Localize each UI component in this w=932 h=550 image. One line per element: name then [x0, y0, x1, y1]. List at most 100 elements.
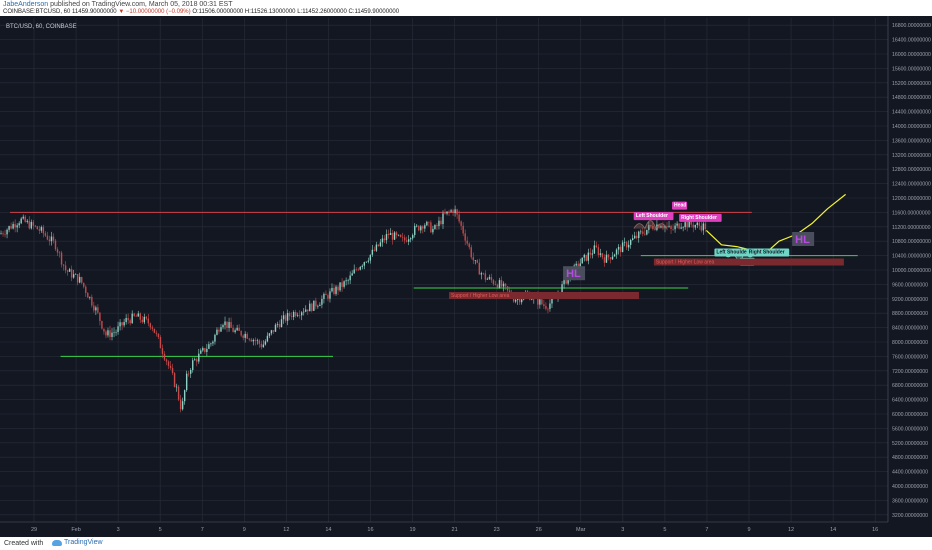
candle-bear — [101, 320, 103, 329]
candle-bull — [450, 210, 452, 212]
y-tick-label: 16400.00000000 — [892, 38, 931, 44]
left-shoulder-bottom-label-bg — [714, 248, 755, 257]
candle-bear — [97, 307, 99, 313]
y-tick-label: 15200.00000000 — [892, 81, 931, 87]
candle-bear — [44, 233, 47, 236]
candle-bull — [359, 266, 361, 270]
y-tick-label: 11200.00000000 — [892, 225, 931, 231]
candle-bear — [597, 247, 600, 255]
candle-bear — [147, 318, 150, 324]
candle-bull — [412, 235, 414, 239]
candle-bull — [454, 209, 456, 213]
candle-bull — [587, 252, 589, 261]
head-top-label: Head — [674, 203, 686, 209]
hl-label-1-bg — [563, 266, 586, 281]
candle-bull — [389, 233, 392, 235]
candle-bear — [466, 240, 468, 244]
candle-bear — [341, 282, 343, 287]
candle-bull — [244, 333, 246, 338]
x-tick-label: 21 — [452, 527, 458, 533]
candle-bear — [38, 229, 41, 231]
candle-bear — [85, 286, 87, 293]
candle-bear — [145, 316, 148, 319]
projection-path — [705, 193, 846, 253]
open-value: O:11506.00000000 — [192, 9, 244, 15]
candle-bear — [238, 327, 240, 331]
candle-bull — [266, 335, 269, 342]
candle-bull — [268, 333, 271, 336]
x-tick-label: 26 — [536, 527, 542, 533]
candle-bear — [54, 240, 57, 250]
symbol-line: COINBASE:BTCUSD, 60 — [3, 9, 71, 15]
candle-bear — [468, 243, 470, 248]
candle-bull — [194, 359, 196, 361]
candle-bear — [149, 323, 152, 328]
candle-bear — [10, 226, 12, 229]
candle-bear — [204, 348, 206, 352]
candle-bull — [676, 223, 678, 226]
candle-bull — [270, 330, 273, 334]
author-link[interactable]: JabeAnderson — [3, 1, 49, 8]
candle-bull — [301, 312, 303, 316]
candle-bull — [72, 274, 75, 278]
candle-bear — [373, 249, 376, 251]
y-tick-label: 3200.00000000 — [892, 513, 928, 519]
hl-label-2: HL — [795, 234, 810, 246]
tradingview-logo[interactable]: TradingView — [52, 539, 103, 546]
candle-bear — [492, 280, 495, 285]
candle-bull — [228, 322, 230, 329]
candle-bear — [163, 353, 166, 360]
candle-bull — [599, 253, 602, 255]
candle-bull — [615, 249, 618, 255]
candle-bull — [591, 253, 594, 255]
candle-bull — [175, 386, 178, 388]
candle-bull — [414, 225, 416, 236]
candle-bear — [506, 286, 509, 291]
candle-bear — [577, 263, 579, 268]
candle-bull — [474, 260, 476, 261]
candle-bull — [682, 227, 684, 228]
candle-bull — [74, 274, 77, 275]
candle-bear — [246, 333, 248, 339]
candle-bear — [401, 236, 404, 238]
candle-bull — [264, 341, 267, 345]
candle-bull — [680, 227, 682, 229]
candle-bull — [623, 242, 626, 243]
candle-bull — [684, 222, 686, 228]
y-tick-label: 4000.00000000 — [892, 484, 928, 490]
candle-bear — [625, 242, 628, 248]
candle-bear — [24, 216, 26, 222]
y-tick-label: 10800.00000000 — [892, 239, 931, 245]
candle-bull — [292, 311, 295, 318]
x-axis: 29 Feb 3 5 7 9 12 14 16 19 21 23 26 Mar 3 5 7 9 12 14 16 — [0, 521, 888, 533]
price-change: ▼ −10.00000000 (−0.09%) — [118, 9, 191, 15]
y-tick-label: 9200.00000000 — [892, 297, 928, 303]
candle-bear — [690, 220, 692, 225]
candle-bear — [87, 292, 89, 298]
candle-bear — [456, 209, 458, 215]
candle-bear — [460, 221, 462, 226]
candle-bear — [333, 287, 335, 294]
candle-bull — [252, 339, 254, 342]
candle-bull — [634, 235, 636, 239]
candle-bear — [395, 232, 398, 236]
projected-price-line — [705, 193, 846, 253]
candle-bear — [482, 273, 485, 274]
candle-bull — [262, 344, 265, 348]
y-tick-label: 14000.00000000 — [892, 124, 931, 130]
candle-bull — [192, 360, 194, 371]
candle-bear — [686, 222, 688, 228]
candle-bear — [299, 315, 301, 316]
candle-bull — [561, 284, 563, 295]
y-tick-label: 3600.00000000 — [892, 498, 928, 504]
candle-bear — [644, 233, 646, 235]
candle-bear — [325, 293, 327, 296]
candle-bull — [502, 283, 505, 287]
candle-bear — [662, 226, 664, 228]
candle-bull — [416, 225, 418, 227]
chart-area[interactable]: Left Shoulder Head Right Shoulder Left Shou… — [0, 16, 932, 540]
ohlc-line: COINBASE:BTCUSD, 60 11459.90000000 ▼ −10… — [3, 9, 399, 15]
candle-bull — [498, 280, 501, 288]
